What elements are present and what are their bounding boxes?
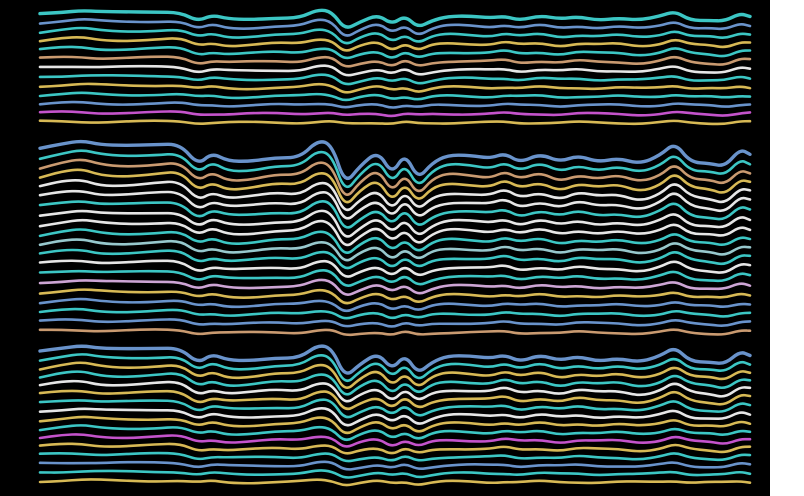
- waveform-canvas: [0, 0, 770, 496]
- waveform-artwork: [0, 0, 770, 496]
